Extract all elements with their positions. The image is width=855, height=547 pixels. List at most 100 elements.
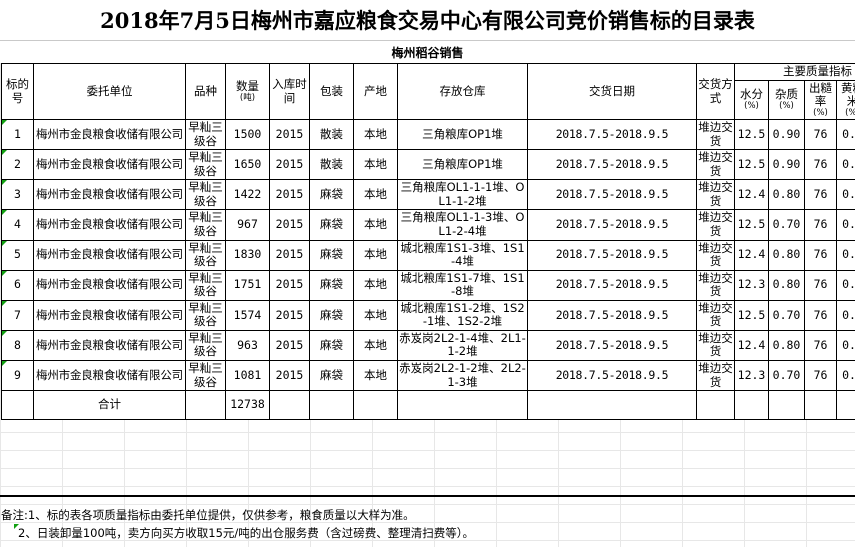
cell-index: 2 (1, 149, 34, 181)
cell-delivery-method: 堆边交货 (696, 269, 735, 301)
cell-warehouse: 城北粮库1S1-3堆、1S1-4堆 (397, 239, 528, 271)
header-moisture-label: 水分 (740, 87, 763, 102)
cell-impurity: 0.90 (768, 119, 805, 151)
cell-origin: 本地 (353, 239, 398, 271)
cell-warehouse: 三角粮库OL1-1-1堆、OL1-1-2堆 (397, 179, 528, 211)
cell-variety: 早籼三级谷 (185, 209, 226, 241)
cell-entrust-unit: 梅州市金良粮食收储有限公司 (33, 119, 186, 151)
cell-packaging: 麻袋 (309, 329, 354, 362)
cell-index: 9 (1, 360, 34, 392)
notes-block: 备注:1、标的表各项质量指标由委托单位提供，仅供参考，粮食质量以大样为准。 2、… (0, 498, 855, 541)
cell-yellow-grain: 0.7 (836, 269, 855, 301)
cell-storage-time: 2015 (269, 149, 310, 181)
total-label: 合计 (33, 390, 186, 421)
header-quantity-label: 数量 (236, 79, 259, 94)
cell-entrust-unit: 梅州市金良粮食收储有限公司 (33, 239, 186, 271)
cell-variety: 早籼三级谷 (185, 360, 226, 392)
cell-index: 7 (1, 299, 34, 331)
cell-storage-time: 2015 (269, 239, 310, 271)
cell-origin: 本地 (353, 360, 398, 392)
cell-delivery-date: 2018.7.5-2018.9.5 (527, 179, 697, 211)
cell-entrust-unit: 梅州市金良粮食收储有限公司 (33, 360, 186, 392)
table-row: 6 梅州市金良粮食收储有限公司 早籼三级谷 1751 2015 麻袋 本地 城北粮库1S1-7… (1, 269, 855, 301)
cell-origin: 本地 (353, 269, 398, 301)
cell-packaging: 麻袋 (309, 239, 354, 271)
cell-impurity: 0.70 (768, 209, 805, 241)
cell-storage-time: 2015 (269, 360, 310, 392)
cell-delivery-date: 2018.7.5-2018.9.5 (527, 209, 697, 241)
cell-packaging: 麻袋 (309, 299, 354, 331)
cell-delivery-method: 堆边交货 (696, 239, 735, 271)
cell-storage-time: 2015 (269, 269, 310, 301)
sheet-content: 2018年7月5日梅州市嘉应粮食交易中心有限公司竞价销售标的目录表 梅州稻谷销售 (0, 0, 855, 421)
total-blank-cell (696, 390, 735, 421)
cell-yellow-grain: 0.8 (836, 360, 855, 392)
cell-entrust-unit: 梅州市金良粮食收储有限公司 (33, 209, 186, 241)
cell-warehouse: 城北粮库1S1-2堆、1S2-1堆、1S2-2堆 (397, 299, 528, 331)
cell-impurity: 0.80 (768, 239, 805, 271)
cell-packaging: 麻袋 (309, 269, 354, 301)
cell-index: 5 (1, 239, 34, 271)
cell-delivery-method: 堆边交货 (696, 329, 735, 362)
cell-delivery-method: 堆边交货 (696, 119, 735, 151)
cell-moisture: 12.3 (734, 360, 769, 392)
table-header-row-1: 标的号 委托单位 品种 数量 (吨) 入库时间 包装 产地 存放仓库 交货日期 … (1, 62, 855, 121)
title-row: 2018年7月5日梅州市嘉应粮食交易中心有限公司竞价销售标的目录表 (0, 0, 855, 40)
cell-impurity: 0.90 (768, 149, 805, 181)
cell-delivery-method: 堆边交货 (696, 149, 735, 181)
cell-brown-rice-rate: 76 (804, 239, 837, 271)
header-impurity-label: 杂质 (775, 87, 798, 102)
cell-moisture: 12.3 (734, 269, 769, 301)
cell-brown-rice-rate: 76 (804, 299, 837, 331)
cell-quantity: 1422 (225, 179, 270, 211)
cell-index: 6 (1, 269, 34, 301)
cell-variety: 早籼三级谷 (185, 269, 226, 301)
table-row: 4 梅州市金良粮食收储有限公司 早籼三级谷 967 2015 麻袋 本地 三角粮库OL1-1-… (1, 209, 855, 241)
cell-quantity: 1574 (225, 299, 270, 331)
cell-delivery-date: 2018.7.5-2018.9.5 (527, 329, 697, 362)
table-total-row: 合计 12738 (1, 390, 855, 421)
cell-variety: 早籼三级谷 (185, 119, 226, 151)
page-title: 2018年7月5日梅州市嘉应粮食交易中心有限公司竞价销售标的目录表 (100, 8, 755, 33)
cell-entrust-unit: 梅州市金良粮食收储有限公司 (33, 269, 186, 301)
cell-moisture: 12.5 (734, 119, 769, 151)
header-moisture: 水分 (%) (734, 79, 769, 121)
header-yellow-grain: 黄粒米 (%) (836, 79, 855, 121)
cell-yellow-grain: 0.7 (836, 239, 855, 271)
cell-storage-time: 2015 (269, 299, 310, 331)
cell-brown-rice-rate: 76 (804, 209, 837, 241)
cell-quantity: 1751 (225, 269, 270, 301)
header-impurity: 杂质 (%) (768, 79, 805, 121)
header-delivery-method: 交货方式 (696, 62, 735, 121)
total-variety-blank (185, 390, 226, 421)
cell-variety: 早籼三级谷 (185, 329, 226, 362)
header-brown-rice-rate: 出糙率 (%) (804, 79, 837, 121)
cell-origin: 本地 (353, 179, 398, 211)
cell-moisture: 12.5 (734, 149, 769, 181)
cell-delivery-date: 2018.7.5-2018.9.5 (527, 239, 697, 271)
header-moisture-unit: (%) (744, 100, 759, 111)
table-row: 2 梅州市金良粮食收储有限公司 早籼三级谷 1650 2015 散装 本地 三角粮库OP1堆 2… (1, 149, 855, 181)
cell-quantity: 1650 (225, 149, 270, 181)
cell-brown-rice-rate: 76 (804, 269, 837, 301)
header-impurity-unit: (%) (779, 100, 794, 111)
cell-origin: 本地 (353, 329, 398, 362)
header-variety: 品种 (185, 62, 226, 121)
cell-moisture: 12.4 (734, 179, 769, 211)
note-line-1: 备注:1、标的表各项质量指标由委托单位提供，仅供参考，粮食质量以大样为准。 (1, 508, 415, 522)
table-row: 1 梅州市金良粮食收储有限公司 早籼三级谷 1500 2015 散装 本地 三角粮库OP1堆 2… (1, 119, 855, 151)
page-subtitle: 梅州稻谷销售 (391, 45, 464, 60)
table-row: 5 梅州市金良粮食收储有限公司 早籼三级谷 1830 2015 麻袋 本地 城北粮库1S1-3… (1, 239, 855, 271)
cell-variety: 早籼三级谷 (185, 299, 226, 331)
cell-quantity: 967 (225, 209, 270, 241)
cell-entrust-unit: 梅州市金良粮食收储有限公司 (33, 179, 186, 211)
table-row: 3 梅州市金良粮食收储有限公司 早籼三级谷 1422 2015 麻袋 本地 三角粮库OL1-1… (1, 179, 855, 211)
header-yellow-grain-label: 黄粒米 (841, 80, 855, 109)
cell-entrust-unit: 梅州市金良粮食收储有限公司 (33, 299, 186, 331)
cell-delivery-date: 2018.7.5-2018.9.5 (527, 119, 697, 151)
cell-warehouse: 三角粮库OP1堆 (397, 119, 528, 151)
cell-origin: 本地 (353, 299, 398, 331)
cell-warehouse: 城北粮库1S1-7堆、1S1-8堆 (397, 269, 528, 301)
cell-brown-rice-rate: 76 (804, 149, 837, 181)
